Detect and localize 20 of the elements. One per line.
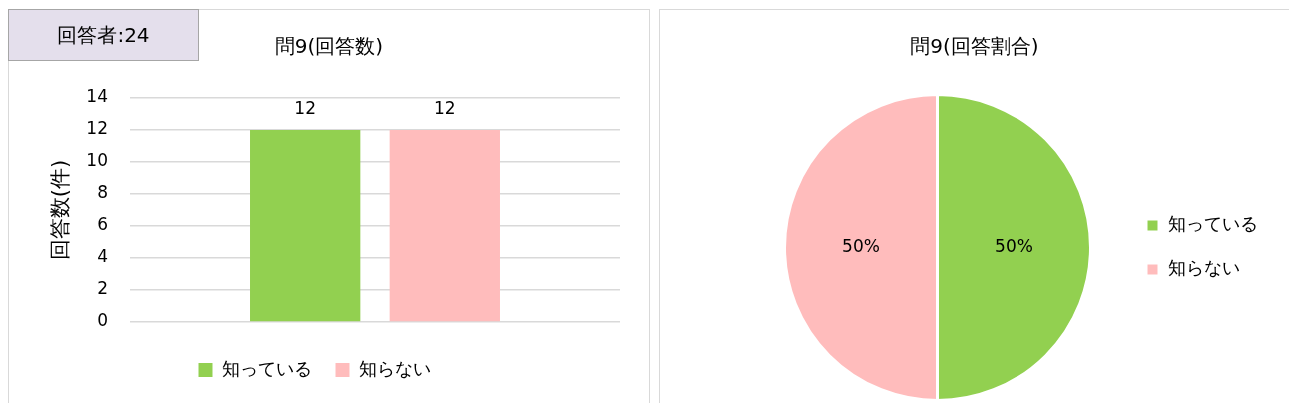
- data-label: 12: [434, 98, 456, 118]
- y-tick-label: 4: [97, 246, 108, 267]
- data-label: 50%: [842, 235, 880, 256]
- legend-label: 知らない: [1168, 257, 1240, 279]
- y-axis-title: 回答数(件): [48, 159, 73, 261]
- data-label: 12: [294, 98, 316, 118]
- y-tick-label: 8: [97, 182, 108, 203]
- data-label: 50%: [995, 235, 1033, 256]
- text: 回答者:24: [8, 9, 199, 61]
- chart-title: 問9(回答割合): [910, 34, 1039, 59]
- y-tick-label: 10: [86, 150, 108, 171]
- y-tick-label: 14: [86, 86, 108, 107]
- legend-label: 知っている: [1168, 213, 1258, 235]
- y-tick-label: 0: [97, 310, 108, 331]
- y-tick-label: 2: [97, 278, 108, 299]
- y-tick-label: 12: [86, 118, 108, 139]
- legend-label: 知らない: [358, 357, 431, 379]
- legend-label: 知っている: [221, 357, 312, 379]
- y-tick-label: 6: [97, 214, 108, 235]
- chart-title: 問9(回答数): [274, 34, 384, 59]
